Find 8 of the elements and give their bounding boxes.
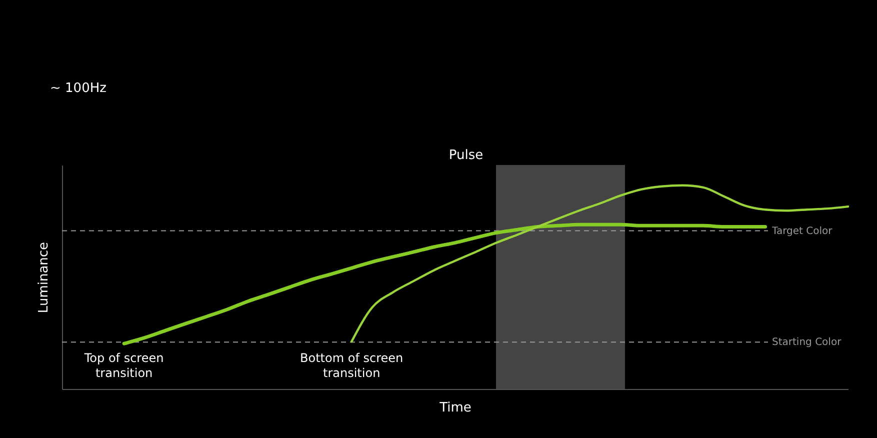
text: Pulse [448, 148, 484, 163]
series-label: Bottom of screen transition [300, 351, 404, 380]
text: ~ 100Hz [50, 81, 107, 96]
x-axis-title: Time [438, 400, 472, 416]
y-axis-title: Luminance [36, 242, 52, 314]
ref-line-label: Target Color [771, 226, 834, 237]
ref-line-label: Starting Color [772, 337, 842, 348]
series-label: Top of screen transition [83, 351, 164, 380]
